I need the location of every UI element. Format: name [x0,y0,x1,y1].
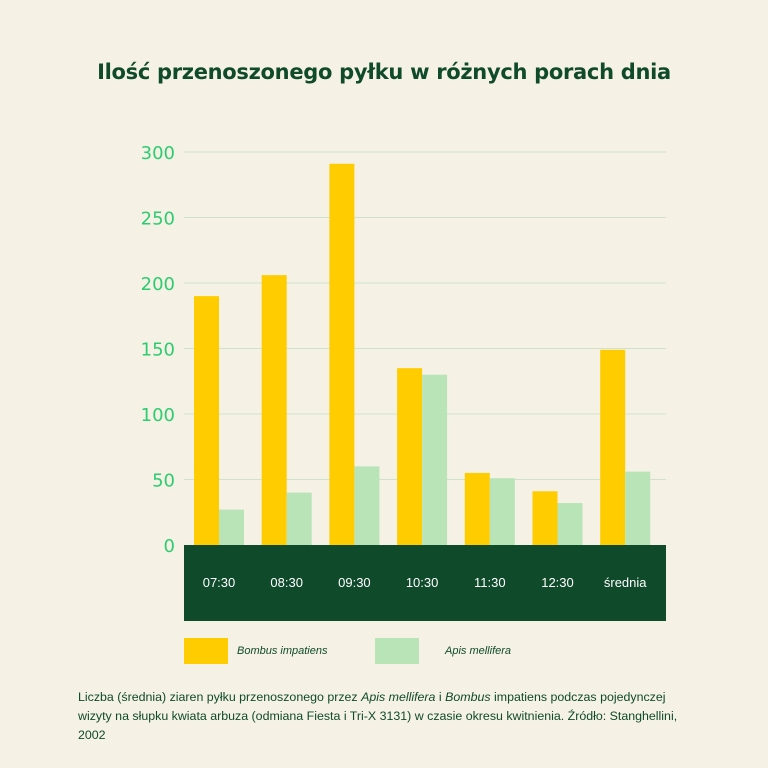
x-tick-label: 07:30 [203,575,236,590]
bar-apis-4 [489,478,515,545]
bar-bombus-2 [329,163,355,546]
y-tick-label: 100 [141,405,175,426]
caption-text-3: impatiens podczas pojedynczej wizyty na … [78,690,678,742]
bar-apis-5 [557,503,583,545]
bar-apis-3 [422,374,448,545]
legend-swatch-bombus [184,638,228,664]
bar-bombus-4 [464,472,490,545]
y-axis-ticks: 0 50 100 150 200 250 300 [141,143,175,557]
legend-label-apis: Apis mellifera [445,645,512,657]
bar-apis-2 [354,466,380,545]
bar-apis-1 [286,492,312,545]
x-axis-band [184,545,666,621]
x-tick-label: 08:30 [270,575,303,590]
bar-bombus-0 [194,296,219,545]
bar-bombus-5 [532,491,558,545]
caption-species-bombus: Bombus [445,690,491,704]
y-tick-label: 50 [152,471,175,492]
x-tick-label: średnia [604,575,647,590]
bar-bombus-6 [600,349,626,545]
y-tick-label: 0 [164,536,175,557]
x-tick-label: 09:30 [338,575,371,590]
legend-swatch-apis [375,638,419,664]
bar-bombus-1 [261,275,287,545]
chart-title: Ilość przenoszonego pyłku w różnych pora… [97,60,671,84]
y-tick-label: 300 [141,143,175,164]
bar-apis-0 [219,509,244,545]
y-tick-label: 200 [141,274,175,295]
y-tick-label: 250 [141,209,175,230]
legend-label-bombus: Bombus impatiens [237,645,328,657]
x-tick-label: 12:30 [541,575,574,590]
bars [194,163,651,546]
bar-bombus-3 [397,368,423,545]
x-axis-ticks: 07:30 08:30 09:30 10:30 11:30 12:30 średnia [203,575,648,590]
bar-apis-6 [625,471,651,545]
y-tick-label: 150 [141,340,175,361]
caption-text-1: Liczba (średnia) ziaren pyłku przenoszon… [78,690,362,704]
caption-species-apis: Apis mellifera [361,690,436,704]
x-tick-label: 10:30 [406,575,439,590]
x-tick-label: 11:30 [474,575,506,590]
caption-text-2: i [435,690,446,704]
caption: Liczba (średnia) ziaren pyłku przenoszon… [78,688,698,745]
